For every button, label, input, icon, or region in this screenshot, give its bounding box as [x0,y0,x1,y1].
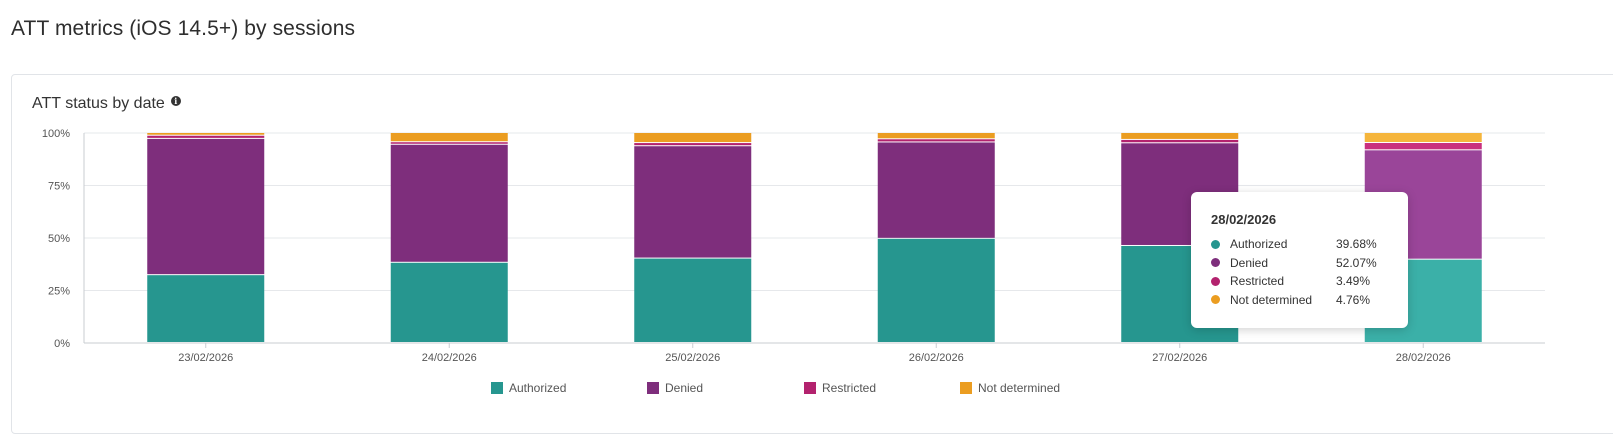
bar-authorized [390,262,508,342]
info-icon[interactable]: i [170,96,181,106]
tooltip-dot-denied [1211,258,1220,268]
tooltip-row-not-determined: Not determined 4.76% [1211,291,1388,310]
legend-swatch [647,382,659,394]
legend-label: Authorized [509,381,566,395]
bar-restricted [1364,142,1482,150]
x-tick-label: 28/02/2026 [1396,352,1451,364]
tooltip-dot-not-determined [1211,295,1220,305]
legend-label: Restricted [822,381,876,395]
tooltip-value: 52.07% [1336,255,1377,270]
card-title-text: ATT status by date [32,95,165,112]
tooltip-dot-authorized [1211,239,1220,249]
y-tick-label: 100% [42,128,70,140]
tooltip-value: 4.76% [1336,292,1371,307]
legend-swatch [804,382,816,394]
tooltip-row-denied: Denied 52.07% [1211,254,1388,273]
bar-authorized [634,258,752,342]
bar-authorized [877,238,995,342]
bar-restricted [390,142,508,144]
bar-not-determined [390,133,508,142]
bar-not-determined [877,133,995,139]
legend-label: Not determined [978,381,1060,395]
legend-swatch [491,382,503,394]
bar-denied [634,146,752,258]
x-tick-label: 27/02/2026 [1152,352,1207,364]
tooltip-name: Authorized [1230,237,1288,252]
legend-label: Denied [665,381,703,395]
bar-denied [877,142,995,238]
tooltip-dot-restricted [1211,276,1220,286]
page-title: ATT metrics (iOS 14.5+) by sessions [11,17,356,40]
x-tick-label: 26/02/2026 [909,352,964,364]
bar-denied [390,144,508,262]
tooltip-row-restricted: Restricted 3.49% [1211,272,1388,291]
tooltip-value: 3.49% [1336,274,1371,289]
tooltip-row-authorized: Authorized 39.68% [1211,235,1388,254]
y-tick-label: 50% [48,233,70,245]
bar-not-determined [634,133,752,143]
bar-denied [147,138,265,275]
tooltip-value: 39.68% [1336,237,1377,252]
card-title: ATT status by date i [32,95,181,113]
y-tick-label: 0% [54,338,70,350]
bar-not-determined [1121,133,1239,139]
tooltip-name: Not determined [1230,292,1313,307]
tooltip-name: Restricted [1230,274,1285,289]
bar-restricted [1121,139,1239,143]
x-tick-label: 23/02/2026 [178,352,233,364]
bar-not-determined [147,133,265,135]
x-tick-label: 24/02/2026 [422,352,477,364]
bar-not-determined [1364,133,1482,142]
bar-restricted [147,135,265,138]
chart-tooltip: 28/02/2026 Authorized 39.68% Denied 52.0… [1191,192,1408,328]
legend-swatch [960,382,972,394]
y-tick-label: 25% [48,286,70,298]
tooltip-name: Denied [1230,255,1269,270]
x-tick-label: 25/02/2026 [665,352,720,364]
tooltip-date: 28/02/2026 [1211,212,1277,227]
bar-restricted [634,143,752,146]
bar-authorized [147,275,265,342]
y-tick-label: 75% [48,181,70,193]
bar-restricted [877,139,995,142]
